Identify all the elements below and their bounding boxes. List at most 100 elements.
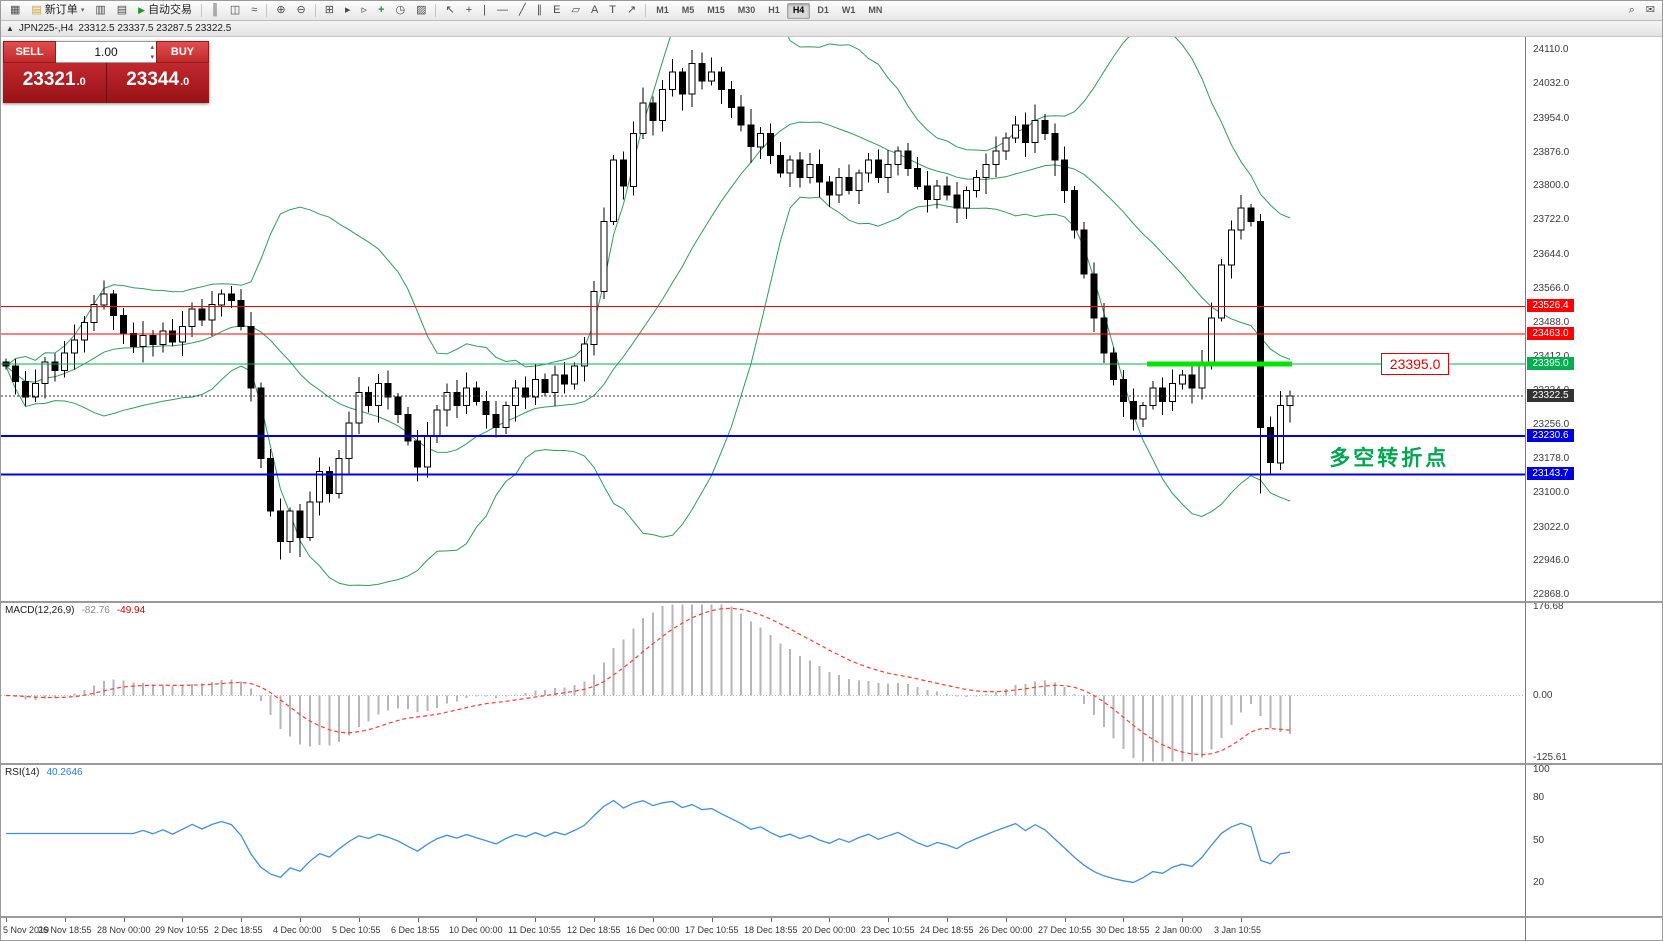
panel-splitter[interactable] — [1, 601, 1662, 603]
new-order-button[interactable]: ▤ 新订单 ▾ — [26, 2, 89, 19]
sell-price[interactable]: 23321 .0 — [3, 63, 107, 103]
toolbar-arrow-tool-icon[interactable]: ↗ — [627, 4, 637, 16]
timeframe-w1[interactable]: W1 — [841, 4, 856, 15]
timeframe-m1[interactable]: M1 — [656, 4, 669, 15]
toolbar: ▦ ▤ 新订单 ▾ ▥ ▤ ▶ 自动交易 ║ ◫ ≈ ⊕ ⊖ ⊞ ▸ ▹ + ◷ ▨ ↖ + | — ╱ ∥ E ▱ A… — [1, 1, 1662, 21]
toolbar-mailbox-icon[interactable]: ✉ — [1645, 4, 1655, 16]
timeframe-h4[interactable]: H4 — [786, 2, 811, 19]
time-axis-tick — [1123, 918, 1124, 922]
price-level-tag: 23143.7 — [1527, 467, 1574, 480]
time-axis-label: 29 Nov 10:55 — [155, 925, 209, 935]
chart-window-titlebar[interactable]: ▲ JPN225-,H4 23312.5 23337.5 23287.5 233… — [1, 21, 1662, 37]
new-order-label: 新订单 — [44, 4, 78, 16]
time-axis-tick — [1182, 918, 1183, 922]
time-axis-label: 18 Dec 18:55 — [744, 925, 798, 935]
panel-splitter[interactable] — [1, 763, 1662, 765]
timeframe-mn[interactable]: MN — [868, 4, 883, 15]
macd-panel[interactable]: MACD(12,26,9) -82.76 -49.94 — [1, 603, 1525, 763]
toolbar-channel-icon[interactable]: ∥ — [536, 4, 543, 16]
time-axis-label: 4 Dec 00:00 — [273, 925, 322, 935]
timeframe-m30[interactable]: M30 — [737, 4, 756, 15]
time-axis-tick — [712, 918, 713, 922]
toolbar-horizontal-line-icon[interactable]: — — [497, 4, 508, 16]
timeframe-m15[interactable]: M15 — [707, 4, 725, 15]
macd-signal-value: -49.94 — [116, 605, 146, 616]
buy-button[interactable]: BUY — [156, 41, 209, 63]
toolbar-bar-chart-icon[interactable]: ║ — [211, 4, 219, 16]
price-axis-label: 23178.0 — [1533, 453, 1570, 464]
rsi-label: RSI(14) 40.2646 — [5, 767, 83, 778]
timeframe-m5[interactable]: M5 — [681, 4, 695, 15]
timeframe-h1[interactable]: H1 — [768, 4, 780, 15]
volume-spinner[interactable]: ▴ ▾ — [150, 43, 154, 63]
rsi-panel[interactable]: RSI(14) 40.2646 — [1, 765, 1525, 916]
toolbar-chart-shift-icon[interactable]: ▹ — [361, 4, 368, 16]
price-axis[interactable]: 24110.0 24032.0 23954.0 23876.0 23800.0 23722… — [1525, 37, 1662, 940]
time-axis-tick — [65, 918, 66, 922]
toolbar-trendline-icon[interactable]: ╱ — [519, 4, 526, 16]
toolbar-chart-window-icon[interactable]: ▦ — [10, 4, 21, 16]
rsi-axis-label: 50 — [1533, 835, 1545, 846]
macd-axis-label: 0.00 — [1533, 690, 1553, 701]
time-axis-label: 5 Nov 2019 — [3, 925, 50, 935]
time-axis-label: 2 Jan 00:00 — [1155, 925, 1203, 935]
macd-label: MACD(12,26,9) -82.76 -49.94 — [5, 605, 145, 616]
spinner-up-icon[interactable]: ▴ — [150, 44, 154, 51]
macd-canvas[interactable] — [1, 603, 1525, 763]
toolbar-text-icon[interactable]: A — [590, 4, 599, 16]
timeframe-d1[interactable]: D1 — [817, 4, 829, 15]
toolbar-separator — [266, 4, 268, 17]
time-axis-tick — [300, 918, 301, 922]
time-axis-label: 3 Jan 10:55 — [1214, 925, 1262, 935]
volume-field[interactable]: 1.00 ▴ ▾ — [56, 41, 156, 63]
toolbar-candlestick-chart-icon[interactable]: ◫ — [229, 4, 241, 16]
price-axis-label: 23722.0 — [1533, 214, 1570, 225]
rsi-canvas[interactable] — [1, 765, 1525, 916]
time-axis-label: 16 Dec 00:00 — [626, 925, 680, 935]
main-chart[interactable]: 23395.0 多空转折点 SELL 1.00 ▴ ▾ BUY 23321 .0 — [1, 37, 1525, 601]
toolbar-indicators-icon[interactable]: + — [378, 4, 385, 16]
time-axis-label: 28 Nov 00:00 — [97, 925, 151, 935]
chart-tab-icon: ▲ — [6, 24, 14, 33]
toolbar-fibonacci-icon[interactable]: E — [553, 4, 561, 16]
price-level-tag: 23463.0 — [1527, 327, 1574, 340]
toolbar-periods-icon[interactable]: ◷ — [395, 4, 406, 16]
buy-price-main: 23344 — [126, 69, 180, 90]
time-axis-label: 27 Dec 10:55 — [1038, 925, 1092, 935]
spinner-down-icon[interactable]: ▾ — [150, 53, 154, 61]
panel-splitter[interactable] — [1, 916, 1662, 918]
time-axis-label: 23 Dec 10:55 — [861, 925, 915, 935]
toolbar-vertical-line-icon[interactable]: | — [483, 4, 486, 16]
toolbar-shapes-icon[interactable]: ▱ — [571, 4, 580, 16]
toolbar-cursor-icon[interactable]: ↖ — [445, 4, 455, 16]
toolbar-zoom-out-icon[interactable]: ⊖ — [296, 4, 306, 16]
toolbar-line-chart-icon[interactable]: ≈ — [251, 4, 258, 16]
sell-price-main: 23321 — [22, 69, 76, 90]
price-axis-label: 23488.0 — [1533, 317, 1570, 328]
toolbar-market-watch-icon[interactable]: ▥ — [95, 4, 106, 16]
toolbar-data-window-icon[interactable]: ▤ — [116, 4, 128, 16]
time-axis-tick — [124, 918, 125, 922]
time-axis-tick — [241, 918, 242, 922]
price-axis-label: 23566.0 — [1533, 283, 1570, 294]
auto-trading-button[interactable]: ▶ 自动交易 — [133, 2, 197, 19]
time-axis-tick — [1241, 918, 1242, 922]
time-axis[interactable]: 5 Nov 2019 26 Nov 18:55 28 Nov 00:00 29 Nov… — [1, 918, 1525, 940]
toolbar-group-timeframes: M1 M5 M15 M30 H1 H4 D1 W1 MN — [642, 2, 888, 19]
time-axis-label: 26 Nov 18:55 — [38, 925, 92, 935]
sell-button[interactable]: SELL — [3, 41, 56, 63]
toolbar-search-icon[interactable]: ⌕ — [1628, 4, 1635, 16]
toolbar-auto-scroll-icon[interactable]: ▸ — [344, 4, 351, 16]
time-axis-label: 30 Dec 18:55 — [1096, 925, 1150, 935]
toolbar-label-icon[interactable]: T — [609, 4, 617, 16]
toolbar-crosshair-icon[interactable]: + — [465, 4, 473, 16]
toolbar-group-right: ⌕ ✉ — [1624, 2, 1660, 19]
toolbar-tile-windows-icon[interactable]: ⊞ — [324, 4, 334, 16]
toolbar-zoom-in-icon[interactable]: ⊕ — [276, 4, 286, 16]
buy-price[interactable]: 23344 .0 — [106, 63, 209, 103]
time-axis-tick — [1065, 918, 1066, 922]
toolbar-separator — [435, 4, 437, 17]
toolbar-templates-icon[interactable]: ▨ — [416, 4, 427, 16]
toolbar-separator — [314, 4, 316, 17]
main-chart-canvas[interactable] — [1, 37, 1525, 601]
